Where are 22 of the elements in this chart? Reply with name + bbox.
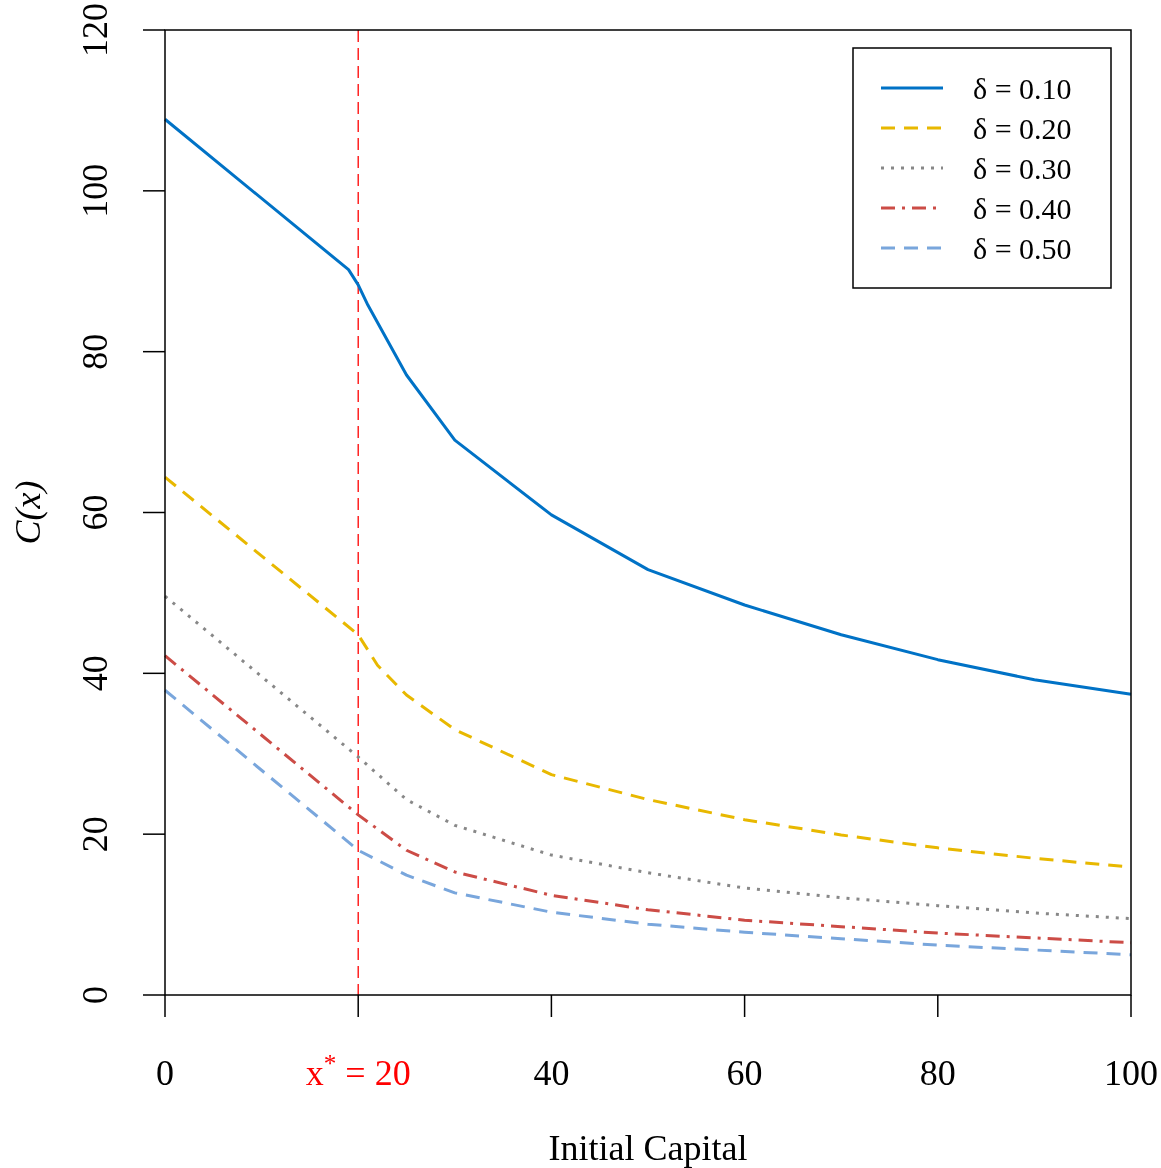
- y-tick-label: 100: [75, 163, 115, 218]
- x-axis-title: Initial Capital: [548, 1128, 748, 1168]
- line-series: [163, 688, 1133, 957]
- line-series: [163, 117, 1133, 696]
- legend-label: δ = 0.30: [973, 152, 1072, 185]
- x-tick-label: 60: [726, 1053, 763, 1093]
- x-tick-label: 40: [533, 1053, 570, 1093]
- ref-line-label: x$^{*}$ = 20: [305, 1049, 411, 1093]
- legend-label: δ = 0.10: [973, 72, 1072, 105]
- y-tick-label: 0: [75, 986, 115, 1004]
- y-axis-title: C(x): [8, 480, 48, 545]
- x-tick-label: 0: [156, 1053, 174, 1093]
- y-tick-label: 40: [75, 655, 115, 692]
- y-tick-label: 60: [75, 494, 115, 531]
- y-tick-label: 120: [75, 3, 115, 57]
- y-tick-label: 20: [75, 816, 115, 853]
- x-tick-label: 100: [1104, 1053, 1158, 1093]
- legend-label: δ = 0.40: [973, 192, 1072, 225]
- legend-label: δ = 0.20: [973, 112, 1072, 145]
- x-tick-label: 80: [919, 1053, 956, 1093]
- y-tick-label: 80: [75, 333, 115, 370]
- legend-label: δ = 0.50: [973, 232, 1072, 265]
